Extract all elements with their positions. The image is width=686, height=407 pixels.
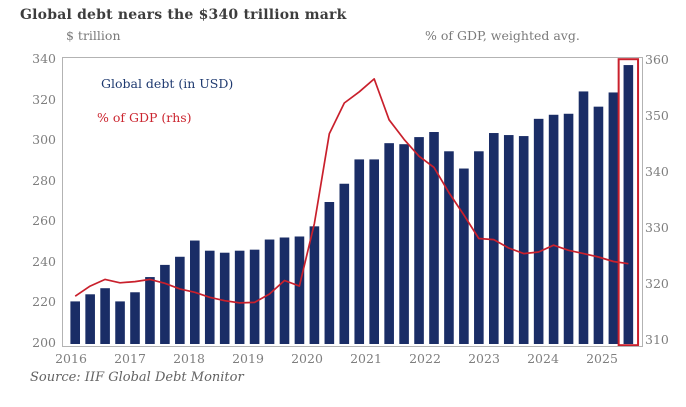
year-label-2022: 2022 — [409, 351, 441, 366]
debt-bar — [324, 202, 335, 344]
right-axis-tick-label: 330 — [645, 220, 669, 235]
debt-bar — [234, 250, 245, 344]
debt-bar — [369, 159, 379, 344]
debt-bar — [459, 168, 469, 344]
debt-bar — [294, 236, 305, 344]
debt-bar — [518, 136, 529, 344]
debt-bar — [339, 183, 350, 344]
left-axis-tick-label: 220 — [32, 294, 56, 309]
debt-bar — [249, 249, 260, 344]
debt-bar — [70, 301, 80, 344]
year-label-2025: 2025 — [586, 351, 618, 366]
year-label-2024: 2024 — [527, 351, 559, 366]
debt-bar — [548, 114, 559, 344]
debt-bar — [489, 133, 499, 344]
right-axis-tick-label: 350 — [645, 108, 669, 123]
year-label-2020: 2020 — [291, 351, 323, 366]
left-axis-tick-label: 300 — [32, 132, 56, 147]
legend-pct-gdp: % of GDP (rhs) — [97, 110, 192, 125]
right-axis-tick-label: 310 — [645, 332, 669, 347]
debt-bar — [474, 151, 484, 344]
debt-bar — [608, 92, 619, 345]
year-label-2021: 2021 — [350, 351, 382, 366]
highlight-box-last-bar — [617, 58, 640, 346]
year-label-2016: 2016 — [55, 351, 87, 366]
debt-bar — [414, 137, 424, 344]
year-label-2017: 2017 — [114, 351, 146, 366]
chart-title: Global debt nears the $340 trillion mark — [20, 7, 347, 23]
plot-canvas — [70, 58, 640, 346]
year-label-2018: 2018 — [173, 351, 205, 366]
debt-bar — [399, 144, 409, 344]
legend-global-debt: Global debt (in USD) — [101, 76, 234, 91]
year-label-2019: 2019 — [232, 351, 264, 366]
debt-bar — [623, 65, 634, 344]
debt-bar — [145, 277, 155, 344]
debt-bar — [279, 237, 290, 344]
debt-bar — [115, 301, 125, 344]
debt-bar — [309, 226, 320, 344]
debt-bar — [130, 292, 140, 344]
source-note: Source: IIF Global Debt Monitor — [30, 370, 244, 385]
debt-bar — [85, 294, 95, 344]
debt-bar — [578, 91, 589, 344]
debt-bar — [503, 135, 514, 344]
debt-bar — [100, 288, 110, 344]
debt-bar — [354, 159, 365, 344]
left-axis-title: $ trillion — [66, 28, 121, 43]
right-axis-tick-label: 320 — [645, 276, 669, 291]
plot-area: Global debt (in USD) % of GDP (rhs) — [62, 57, 643, 347]
debt-bar — [264, 239, 275, 344]
left-axis-tick-label: 280 — [32, 173, 56, 188]
right-axis-tick-label: 360 — [645, 52, 669, 67]
gdp-ratio-line — [74, 78, 629, 304]
debt-bar — [160, 264, 170, 344]
debt-bar — [533, 118, 544, 344]
right-axis-tick-label: 340 — [645, 164, 669, 179]
left-axis-tick-label: 200 — [32, 335, 56, 350]
left-axis-tick-label: 240 — [32, 254, 56, 269]
debt-bar — [444, 151, 454, 344]
debt-bar — [384, 143, 394, 344]
debt-bar — [175, 256, 185, 344]
right-axis-title: % of GDP, weighted avg. — [425, 28, 580, 43]
debt-bar — [593, 106, 604, 344]
left-axis-tick-label: 320 — [32, 92, 56, 107]
year-label-2023: 2023 — [468, 351, 500, 366]
debt-bar — [563, 113, 574, 344]
debt-bar — [219, 252, 230, 344]
left-axis-tick-label: 260 — [32, 213, 56, 228]
debt-bar — [429, 132, 439, 344]
left-axis-tick-label: 340 — [32, 51, 56, 66]
